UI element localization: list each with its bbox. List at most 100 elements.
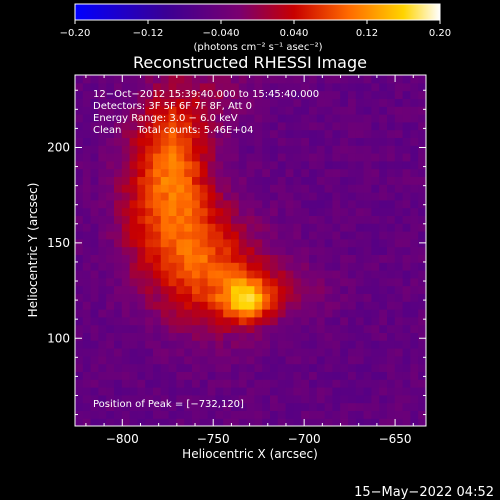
heatmap-cell bbox=[309, 262, 318, 271]
heatmap-cell bbox=[410, 379, 419, 388]
heatmap-cell bbox=[75, 293, 84, 302]
heatmap-cell bbox=[98, 207, 107, 216]
heatmap-cell bbox=[316, 262, 326, 271]
heatmap-cell bbox=[176, 277, 185, 287]
heatmap-cell bbox=[192, 176, 201, 185]
heatmap-cell bbox=[145, 176, 154, 185]
heatmap-cell bbox=[160, 223, 170, 232]
heatmap-cell bbox=[363, 199, 372, 209]
heatmap-cell bbox=[176, 363, 185, 372]
heatmap-cell bbox=[207, 145, 216, 154]
heatmap-cell bbox=[129, 238, 138, 248]
heatmap-cell bbox=[270, 246, 279, 255]
heatmap-cell bbox=[121, 199, 131, 209]
heatmap-cell bbox=[293, 410, 302, 419]
heatmap-cell bbox=[301, 199, 310, 209]
heatmap-cell bbox=[246, 324, 255, 333]
heatmap-cell bbox=[348, 309, 357, 318]
heatmap-cell bbox=[418, 254, 426, 263]
heatmap-cell bbox=[254, 137, 263, 146]
heatmap-cell bbox=[402, 363, 411, 372]
heatmap-cell bbox=[355, 293, 365, 302]
heatmap-cell bbox=[98, 176, 107, 185]
heatmap-cell bbox=[371, 371, 380, 380]
heatmap-cell bbox=[215, 145, 224, 154]
heatmap-cell bbox=[379, 348, 388, 357]
heatmap-cell bbox=[168, 114, 177, 123]
heatmap-cell bbox=[168, 98, 177, 107]
heatmap-cell bbox=[106, 82, 115, 92]
heatmap-cell bbox=[418, 262, 426, 271]
heatmap-cell bbox=[168, 418, 177, 426]
heatmap-cell bbox=[176, 215, 185, 224]
heatmap-cell bbox=[402, 145, 411, 154]
heatmap-cell bbox=[192, 121, 201, 131]
heatmap-cell bbox=[355, 418, 365, 426]
heatmap-cell bbox=[176, 402, 185, 411]
heatmap-cell bbox=[270, 215, 279, 224]
heatmap-cell bbox=[192, 418, 201, 426]
heatmap-cell bbox=[387, 348, 396, 357]
heatmap-cell bbox=[348, 340, 357, 349]
heatmap-cell bbox=[231, 262, 240, 271]
heatmap-cell bbox=[75, 129, 84, 138]
heatmap-cell bbox=[394, 160, 404, 170]
heatmap-cell bbox=[246, 262, 255, 271]
heatmap-cell bbox=[207, 402, 216, 411]
heatmap-cell bbox=[223, 371, 232, 380]
heatmap-cell bbox=[231, 106, 240, 115]
heatmap-cell bbox=[348, 145, 357, 154]
heatmap-cell bbox=[246, 176, 255, 185]
heatmap-cell bbox=[75, 340, 84, 349]
heatmap-cell bbox=[90, 277, 99, 287]
heatmap-cell bbox=[402, 238, 411, 248]
heatmap-cell bbox=[145, 90, 154, 99]
heatmap-cell bbox=[340, 238, 349, 248]
heatmap-cell bbox=[324, 316, 333, 326]
heatmap-cell bbox=[153, 176, 162, 185]
heatmap-cell bbox=[75, 168, 84, 177]
heatmap-cell bbox=[402, 121, 411, 131]
heatmap-cell bbox=[277, 355, 287, 365]
heatmap-cell bbox=[262, 410, 271, 419]
heatmap-cell bbox=[106, 355, 115, 365]
x-axis-label: Heliocentric X (arcsec) bbox=[182, 447, 318, 461]
heatmap-cell bbox=[184, 82, 193, 92]
heatmap-cell bbox=[316, 184, 326, 193]
heatmap-cell bbox=[410, 137, 419, 146]
heatmap-cell bbox=[262, 121, 271, 131]
heatmap-cell bbox=[316, 371, 326, 380]
heatmap-cell bbox=[199, 121, 209, 131]
heatmap-cell bbox=[348, 207, 357, 216]
heatmap-cell bbox=[90, 270, 99, 279]
heatmap-cell bbox=[309, 137, 318, 146]
heatmap-cell bbox=[418, 160, 426, 170]
heatmap-cell bbox=[309, 402, 318, 411]
heatmap-cell bbox=[285, 231, 294, 240]
heatmap-cell bbox=[348, 199, 357, 209]
heatmap-cell bbox=[215, 262, 224, 271]
heatmap-cell bbox=[246, 98, 255, 107]
heatmap-cell bbox=[106, 75, 115, 84]
heatmap-cell bbox=[90, 301, 99, 310]
heatmap-cell bbox=[168, 348, 177, 357]
heatmap-cell bbox=[90, 371, 99, 380]
heatmap-cell bbox=[121, 137, 131, 146]
heatmap-cell bbox=[301, 106, 310, 115]
heatmap-cell bbox=[192, 355, 201, 365]
heatmap-cell bbox=[238, 75, 248, 84]
plot-frame bbox=[74, 74, 427, 427]
heatmap-cell bbox=[137, 98, 146, 107]
heatmap-cell bbox=[153, 199, 162, 209]
heatmap-cell bbox=[75, 199, 84, 209]
heatmap-cell bbox=[293, 309, 302, 318]
heatmap-cell bbox=[324, 379, 333, 388]
heatmap-cell bbox=[98, 129, 107, 138]
heatmap-cell bbox=[394, 324, 404, 333]
heatmap-cell bbox=[176, 160, 185, 170]
heatmap-cell bbox=[332, 418, 341, 426]
heatmap-cell bbox=[254, 145, 263, 154]
heatmap-cell bbox=[246, 199, 255, 209]
heatmap-cell bbox=[301, 145, 310, 154]
heatmap-cell bbox=[114, 371, 123, 380]
